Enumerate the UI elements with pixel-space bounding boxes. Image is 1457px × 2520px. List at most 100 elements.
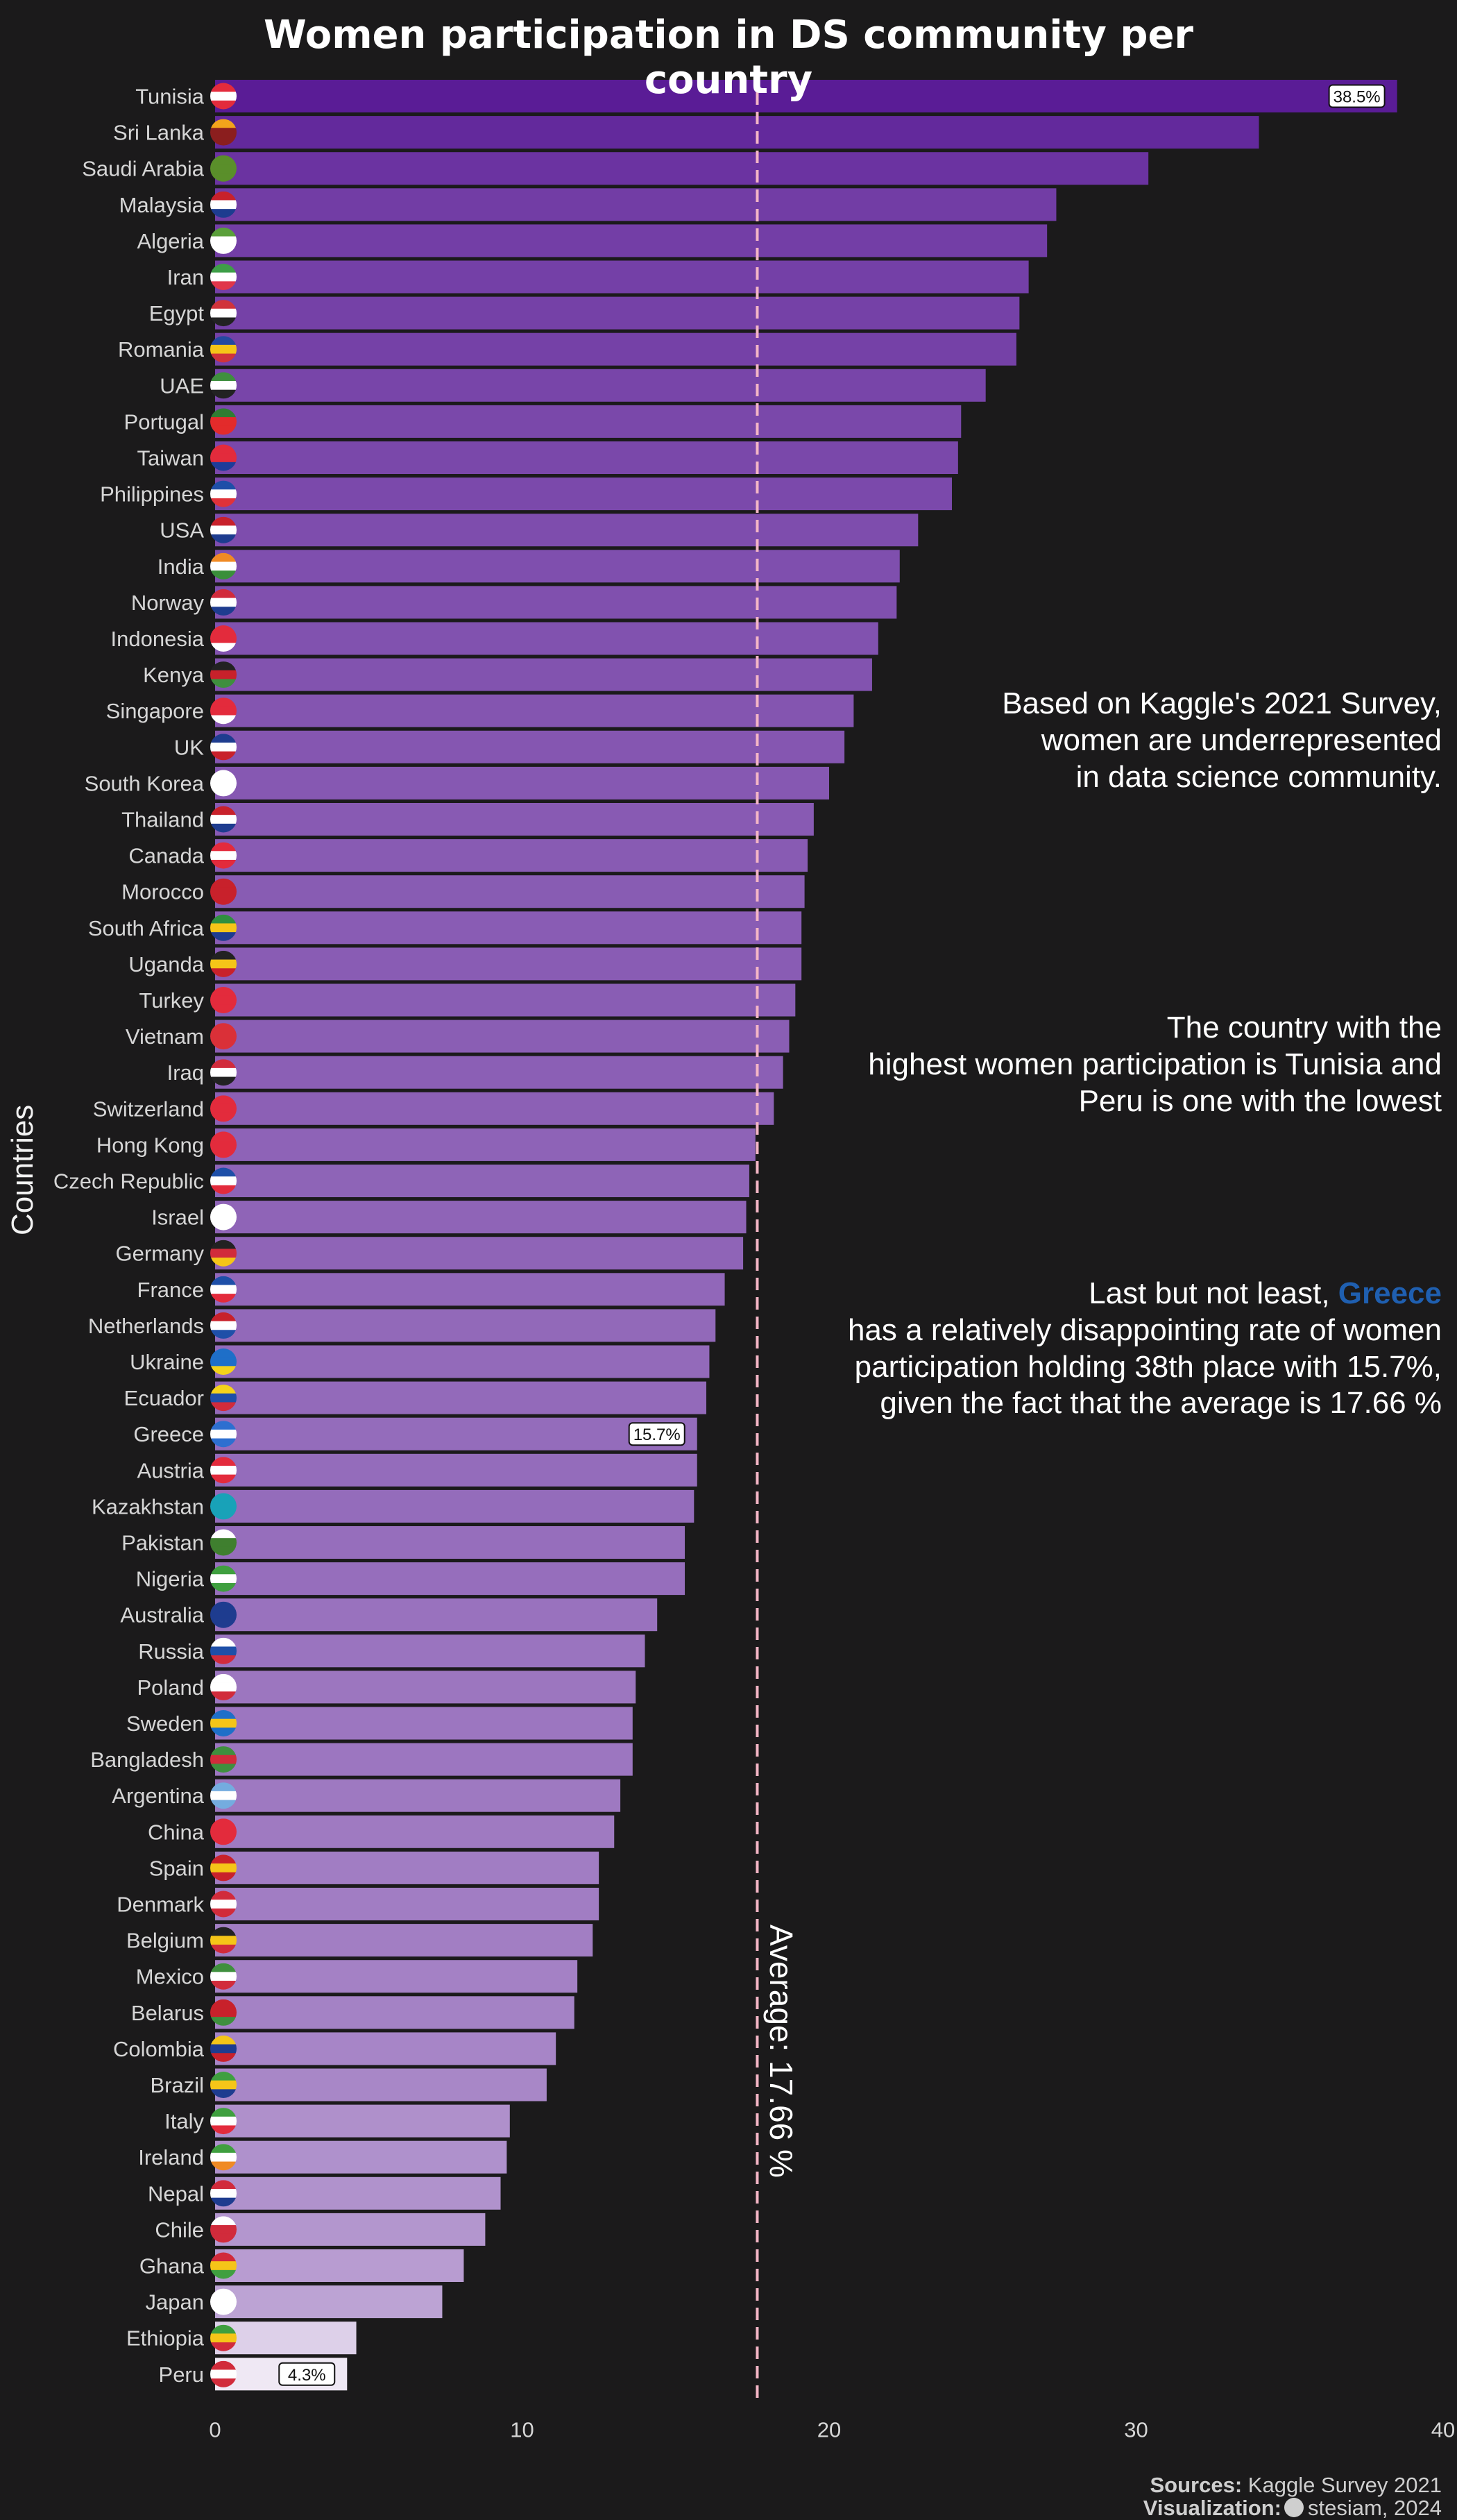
flag-icon — [210, 2360, 237, 2387]
country-label: Israel — [151, 1206, 204, 1230]
flag-icon — [210, 1131, 237, 1158]
country-label: Pakistan — [121, 1531, 204, 1555]
flag-icon — [210, 1240, 237, 1267]
flag-icon — [210, 1710, 237, 1736]
value-label: 15.7% — [633, 1426, 681, 1444]
flag-icon — [210, 1493, 237, 1520]
x-tick-label: 0 — [209, 2417, 221, 2442]
flag-icon — [210, 661, 237, 688]
flag-icon — [210, 1059, 237, 1086]
bar — [215, 2140, 507, 2174]
country-label: Philippines — [100, 482, 204, 507]
country-label: Ukraine — [130, 1350, 204, 1374]
country-label: Portugal — [124, 409, 204, 434]
bar — [215, 1924, 593, 1957]
country-label: Colombia — [113, 2037, 205, 2061]
flag-icon — [210, 1891, 237, 1918]
bar — [215, 983, 796, 1017]
country-label: Germany — [116, 1242, 205, 1266]
bar — [215, 2322, 357, 2355]
flag-icon — [210, 2035, 237, 2062]
bar — [215, 839, 808, 872]
bar — [215, 296, 1020, 330]
bar — [215, 1815, 615, 1848]
country-label: Singapore — [106, 699, 204, 723]
annotation-greece-line: given the fact that the average is 17.66… — [880, 1386, 1442, 1421]
bar — [215, 514, 919, 547]
bar — [215, 766, 829, 800]
bar — [215, 694, 854, 727]
flag-icon — [210, 697, 237, 725]
bar — [215, 947, 802, 981]
bar — [215, 152, 1149, 185]
flag-icon — [210, 516, 237, 543]
country-label: Uganda — [128, 952, 204, 976]
flag-icon — [210, 1529, 237, 1556]
bar — [215, 1165, 749, 1197]
country-label: Italy — [164, 2109, 204, 2133]
flag-icon — [210, 1673, 237, 1700]
bar — [215, 1960, 578, 1993]
bar — [215, 1851, 599, 1884]
value-label: 4.3% — [288, 2366, 326, 2385]
country-label: Hong Kong — [96, 1133, 204, 1157]
country-label: Iran — [167, 265, 204, 289]
bar — [215, 1996, 574, 2029]
bar — [215, 622, 878, 655]
annotation-greece: Last but not least, Greece has a relativ… — [748, 1276, 1442, 1422]
bar — [215, 1237, 744, 1270]
bar — [215, 405, 962, 438]
bar — [215, 1598, 658, 1632]
bar — [215, 1273, 725, 1306]
bar — [215, 332, 1016, 366]
country-label: Poland — [137, 1675, 204, 1700]
value-label-box — [278, 2362, 336, 2386]
flag-icon — [210, 2180, 237, 2207]
flag-icon — [210, 1276, 237, 1303]
bar — [215, 550, 900, 583]
x-tick-label: 40 — [1431, 2417, 1455, 2442]
country-label: Ethiopia — [126, 2326, 205, 2351]
flag-icon — [210, 1095, 237, 1122]
flag-icon — [210, 1312, 237, 1339]
x-tick-label: 30 — [1124, 2417, 1148, 2442]
flag-icon — [210, 2324, 237, 2351]
country-label: Egypt — [149, 301, 205, 325]
flag-icon — [210, 987, 237, 1013]
country-label: Sri Lanka — [113, 121, 205, 145]
value-label-box — [628, 1422, 685, 1446]
bar — [215, 1526, 685, 1559]
bar — [215, 1128, 756, 1161]
bar — [215, 1201, 747, 1234]
country-label: Algeria — [137, 229, 205, 253]
flag-icon — [210, 408, 237, 435]
bar — [215, 1417, 697, 1451]
bar — [215, 1634, 645, 1668]
flag-icon — [210, 2288, 237, 2315]
flag-icon — [210, 2108, 237, 2135]
country-label: Turkey — [139, 988, 204, 1013]
country-label: Romania — [118, 337, 205, 362]
annotation-greece-prefix: Last but not least, — [1089, 1276, 1338, 1310]
flag-icon — [210, 914, 237, 941]
bar — [215, 2213, 486, 2246]
flag-icon — [210, 552, 237, 580]
country-label: Morocco — [121, 880, 204, 904]
annotation-greece-line: participation holding 38th place with 15… — [854, 1349, 1442, 1384]
flag-icon — [210, 950, 237, 977]
flag-icon — [210, 1746, 237, 1773]
country-label: South Africa — [88, 916, 205, 940]
flag-icon — [210, 1782, 237, 1809]
country-label: Belarus — [131, 2001, 204, 2025]
bar — [215, 586, 897, 619]
flag-icon — [210, 1854, 237, 1881]
bar — [215, 1345, 710, 1378]
annotation-greece-highlight: Greece — [1338, 1276, 1442, 1310]
github-icon — [1284, 2497, 1304, 2517]
visualization-label: Visualization: — [1143, 2495, 1281, 2520]
country-label: Argentina — [112, 1784, 204, 1808]
bar — [215, 2032, 556, 2065]
country-label: Kenya — [143, 663, 205, 687]
flag-icon — [210, 2252, 237, 2279]
flag-icon — [210, 1927, 237, 1954]
